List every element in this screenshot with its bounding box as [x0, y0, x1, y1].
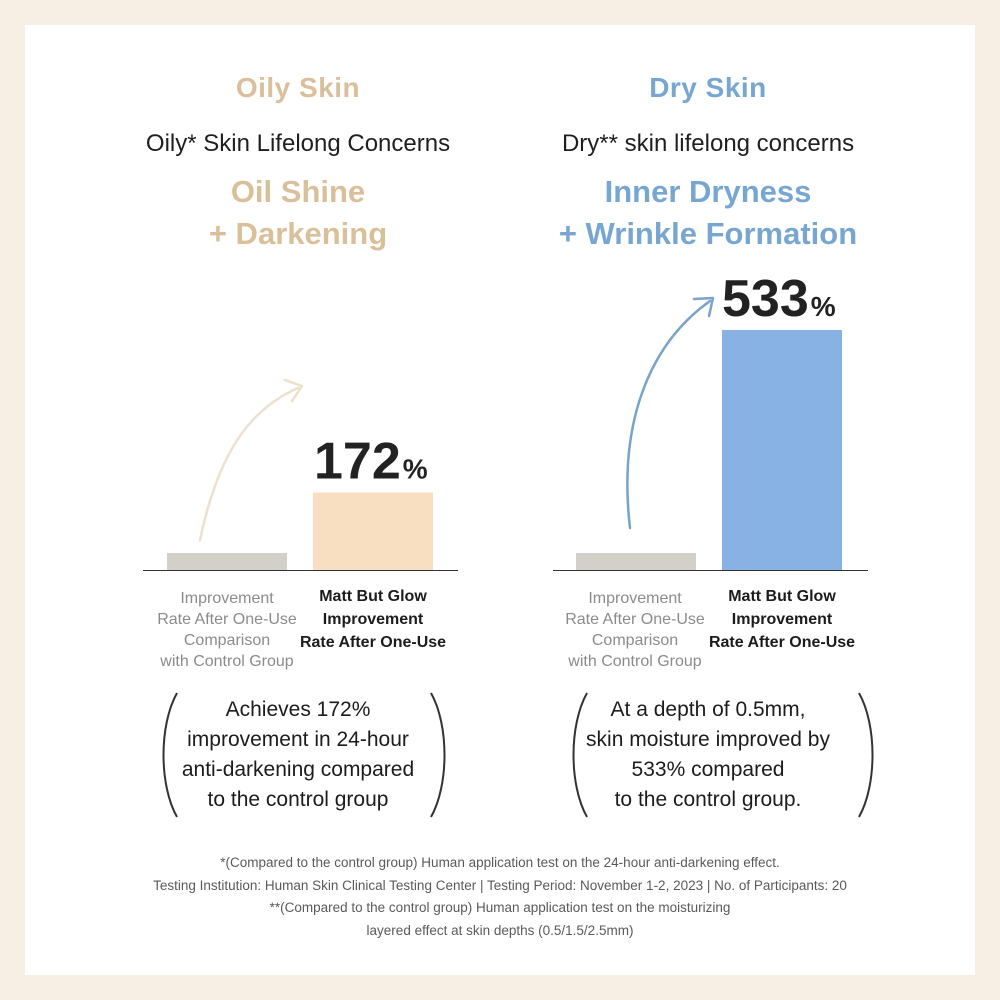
label-line: Comparison	[183, 632, 271, 649]
summary-line: 533% compared	[631, 758, 785, 781]
label-line: Improvement	[180, 590, 274, 607]
label-line: Rate After One-Use	[299, 634, 447, 651]
dry-skin-title: Dry Skin	[649, 72, 767, 103]
arrow-head	[692, 296, 715, 318]
summary-line: skin moisture improved by	[586, 728, 830, 751]
headline-line: Oil Shine	[230, 174, 366, 209]
dry-skin-bar-chart: 533%	[553, 270, 868, 571]
label-line: Rate After One-Use	[157, 611, 297, 628]
infographic-card: Oily Skin Oily* Skin Lifelong Concerns O…	[25, 25, 975, 975]
label-line: Rate After One-Use	[708, 634, 856, 651]
right-parenthesis	[430, 692, 446, 818]
product-category-label: Matt But Glow Improvement Rate After One…	[697, 585, 867, 654]
label-line: Matt But Glow	[319, 588, 427, 605]
headline-line: Inner Dryness	[604, 174, 812, 209]
summary-line: Achieves 172%	[225, 698, 371, 721]
value-label: 533%	[722, 270, 836, 328]
dry-skin-summary: At a depth of 0.5mm, skin moisture impro…	[565, 695, 851, 815]
oily-skin-summary: Achieves 172% improvement in 24-hour ant…	[163, 695, 433, 815]
oily-skin-panel: Oily Skin Oily* Skin Lifelong Concerns O…	[73, 25, 523, 855]
label-line: with Control Group	[568, 653, 702, 670]
value-unit: %	[811, 291, 836, 322]
summary-line: At a depth of 0.5mm,	[610, 698, 806, 721]
label-line: Comparison	[591, 632, 679, 649]
product-bar	[722, 330, 842, 570]
increase-arrow	[626, 299, 712, 530]
left-parenthesis	[572, 692, 588, 818]
footnote-line: *(Compared to the control group) Human a…	[220, 855, 780, 870]
label-line: with Control Group	[160, 653, 294, 670]
label-line: Matt But Glow	[728, 588, 836, 605]
control-bar	[167, 553, 287, 570]
label-line: Improvement	[731, 611, 833, 628]
footnotes: *(Compared to the control group) Human a…	[25, 852, 975, 942]
dry-skin-panel: Dry Skin Dry** skin lifelong concerns In…	[483, 25, 933, 855]
arrow-head	[283, 378, 304, 403]
product-category-label: Matt But Glow Improvement Rate After One…	[288, 585, 458, 654]
footnote-line: **(Compared to the control group) Human …	[269, 900, 731, 915]
footnote-line: Testing Institution: Human Skin Clinical…	[153, 877, 847, 893]
value-number: 172	[314, 433, 401, 491]
headline-line: + Darkening	[208, 216, 388, 251]
oily-skin-headline: Oil Shine + Darkening	[73, 171, 523, 255]
right-parenthesis	[858, 692, 874, 818]
product-bar	[313, 492, 433, 570]
value-unit: %	[403, 454, 428, 485]
dry-skin-subtitle: Dry** skin lifelong concerns	[561, 130, 855, 157]
control-category-label: Improvement Rate After One-Use Compariso…	[142, 588, 312, 672]
summary-line: anti-darkening compared	[181, 758, 415, 781]
value-label: 172%	[314, 433, 428, 491]
headline-line: + Wrinkle Formation	[558, 216, 858, 251]
oily-skin-bar-chart: 172%	[143, 378, 458, 571]
oily-skin-subtitle: Oily* Skin Lifelong Concerns	[145, 130, 451, 157]
control-bar	[576, 553, 696, 570]
label-line: Improvement	[588, 590, 682, 607]
oily-skin-title: Oily Skin	[235, 72, 361, 103]
summary-line: to the control group	[207, 788, 389, 811]
footnote-line: layered effect at skin depths (0.5/1.5/2…	[366, 922, 634, 938]
summary-line: improvement in 24-hour	[187, 728, 409, 751]
label-line: Improvement	[322, 611, 424, 628]
increase-arrow	[198, 386, 300, 542]
control-category-label: Improvement Rate After One-Use Compariso…	[550, 588, 720, 672]
summary-line: to the control group.	[614, 788, 802, 811]
label-line: Rate After One-Use	[565, 611, 705, 628]
dry-skin-headline: Inner Dryness + Wrinkle Formation	[483, 171, 933, 255]
left-parenthesis	[162, 692, 178, 818]
value-number: 533	[722, 270, 809, 328]
